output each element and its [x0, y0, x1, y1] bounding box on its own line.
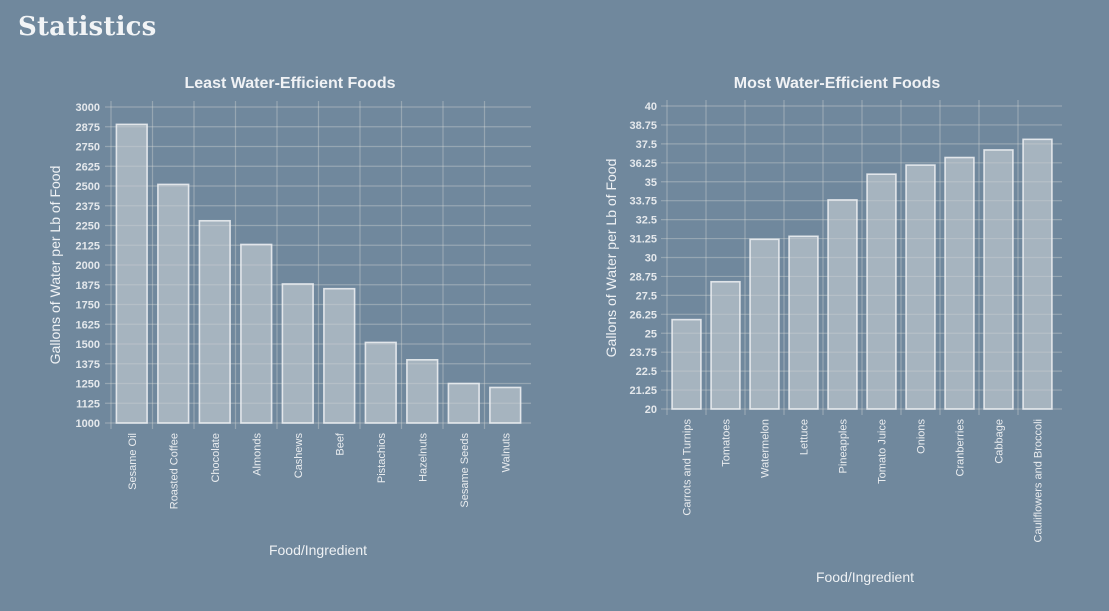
- y-tick-label: 3000: [76, 102, 100, 114]
- y-tick-label: 1375: [76, 359, 100, 371]
- y-tick-label: 2000: [76, 260, 100, 272]
- y-tick-label: 2625: [76, 161, 100, 173]
- y-tick-label: 2125: [76, 240, 100, 252]
- x-tick-label: Sesame Seeds: [459, 433, 471, 508]
- y-tick-label: 2750: [76, 142, 100, 154]
- y-tick-label: 2500: [76, 181, 100, 193]
- y-tick-label: 1750: [76, 300, 100, 312]
- y-tick-label: 1875: [76, 280, 100, 292]
- x-tick-label: Walnuts: [500, 433, 512, 473]
- bar: [115, 123, 148, 424]
- y-tick-label: 2250: [76, 221, 100, 233]
- y-axis-ticks: 3000 2875 2750 2625 2500 2375 2250 2125 2000 1875…: [76, 102, 100, 430]
- y-tick-label: 1500: [76, 339, 100, 351]
- x-tick-label: Sesame Oil: [127, 433, 139, 490]
- x-tick-label: Almonds: [251, 433, 263, 476]
- page-title: Statistics: [18, 12, 157, 42]
- bar: [323, 287, 356, 424]
- bar: [406, 358, 439, 424]
- y-tick-label: 1000: [76, 418, 100, 430]
- bar: [281, 283, 314, 424]
- bar: [489, 386, 522, 424]
- y-tick-label: 1250: [76, 379, 100, 391]
- y-axis-title: Gallons of Water per Lb of Food: [47, 166, 63, 365]
- bar: [364, 341, 397, 424]
- y-tick-label: 2375: [76, 201, 100, 213]
- x-tick-label: Chocolate: [210, 433, 222, 483]
- bar: [240, 243, 273, 424]
- y-tick-label: 2875: [76, 122, 100, 134]
- bar: [157, 183, 190, 424]
- bars: [115, 123, 522, 424]
- x-tick-label: Cashews: [293, 433, 305, 479]
- x-axis-title: Food/Ingredient: [269, 542, 367, 558]
- x-tick-label: Pistachios: [376, 433, 388, 484]
- x-tick-label: Roasted Coffee: [168, 433, 180, 509]
- y-tick-label: 1125: [76, 398, 100, 410]
- x-tick-label: Beef: [334, 432, 346, 456]
- chart-title: Least Water-Efficient Foods: [185, 75, 396, 92]
- x-axis-ticks: Sesame Oil Roasted Coffee Chocolate Almonds…: [127, 432, 513, 509]
- x-tick-label: Hazelnuts: [417, 433, 429, 482]
- bar: [447, 382, 480, 424]
- y-tick-label: 1625: [76, 319, 100, 331]
- bar: [198, 219, 231, 424]
